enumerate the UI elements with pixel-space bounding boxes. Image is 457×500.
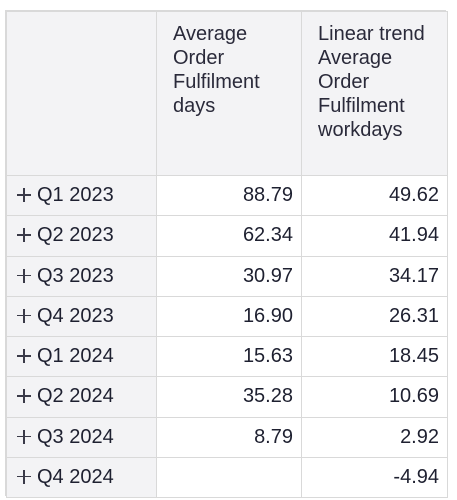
cell-trend-workdays[interactable]: 49.62 [301, 174, 448, 217]
row-header-label: Q4 2023 [37, 304, 114, 327]
cell-average-days[interactable] [156, 456, 302, 499]
cell-trend-workdays[interactable]: 34.17 [301, 255, 448, 297]
table-row: Q4 2024 -4.94 [6, 456, 448, 499]
plus-icon[interactable] [17, 429, 31, 444]
cell-average-days[interactable]: 30.97 [156, 255, 302, 297]
cell-trend-workdays[interactable]: 10.69 [301, 376, 448, 418]
cell-average-days[interactable]: 16.90 [156, 295, 302, 338]
table-row: Q3 2023 30.97 34.17 [6, 255, 448, 297]
row-header-label: Q3 2024 [37, 425, 114, 448]
cell-trend-workdays[interactable]: 2.92 [301, 416, 448, 458]
pivot-grid: Average Order Fulfilment days Linear tre… [6, 11, 448, 499]
plus-icon[interactable] [17, 228, 31, 243]
plus-icon[interactable] [17, 389, 31, 404]
row-header-label: Q3 2023 [37, 264, 114, 287]
row-header-q3-2024[interactable]: Q3 2024 [6, 416, 157, 458]
row-header-q2-2023[interactable]: Q2 2023 [6, 215, 157, 257]
cell-average-days[interactable]: 8.79 [156, 416, 302, 458]
row-header-q2-2024[interactable]: Q2 2024 [6, 376, 157, 418]
row-header-label: Q2 2023 [37, 224, 114, 247]
row-header-q1-2023[interactable]: Q1 2023 [6, 174, 157, 217]
cell-average-days[interactable]: 15.63 [156, 335, 302, 378]
table-row: Q4 2023 16.90 26.31 [6, 295, 448, 338]
column-header-average-order-fulfilment-days[interactable]: Average Order Fulfilment days [156, 11, 302, 176]
header-row: Average Order Fulfilment days Linear tre… [6, 11, 448, 176]
row-header-label: Q4 2024 [37, 465, 114, 488]
table-row: Q1 2024 15.63 18.45 [6, 335, 448, 378]
column-header-linear-trend-workdays[interactable]: Linear trend Average Order Fulfilment wo… [301, 11, 448, 176]
plus-icon[interactable] [17, 308, 31, 323]
table-row: Q3 2024 8.79 2.92 [6, 416, 448, 458]
cell-trend-workdays[interactable]: -4.94 [301, 456, 448, 499]
cell-trend-workdays[interactable]: 18.45 [301, 335, 448, 378]
row-header-label: Q1 2024 [37, 345, 114, 368]
row-header-q4-2024[interactable]: Q4 2024 [6, 456, 157, 499]
row-header-q1-2024[interactable]: Q1 2024 [6, 335, 157, 378]
plus-icon[interactable] [17, 349, 31, 364]
row-header-label: Q2 2024 [37, 385, 114, 408]
corner-header-cell [6, 11, 157, 176]
table-row: Q2 2024 35.28 10.69 [6, 376, 448, 418]
cell-trend-workdays[interactable]: 41.94 [301, 215, 448, 257]
plus-icon[interactable] [17, 188, 31, 203]
cell-average-days[interactable]: 62.34 [156, 215, 302, 257]
row-header-q3-2023[interactable]: Q3 2023 [6, 255, 157, 297]
pivot-table: Average Order Fulfilment days Linear tre… [5, 10, 448, 499]
plus-icon[interactable] [17, 268, 31, 283]
plus-icon[interactable] [17, 469, 31, 484]
table-row: Q2 2023 62.34 41.94 [6, 215, 448, 257]
row-header-q4-2023[interactable]: Q4 2023 [6, 295, 157, 338]
cell-average-days[interactable]: 35.28 [156, 376, 302, 418]
table-row: Q1 2023 88.79 49.62 [6, 174, 448, 217]
cell-trend-workdays[interactable]: 26.31 [301, 295, 448, 338]
cell-average-days[interactable]: 88.79 [156, 174, 302, 217]
row-header-label: Q1 2023 [37, 184, 114, 207]
